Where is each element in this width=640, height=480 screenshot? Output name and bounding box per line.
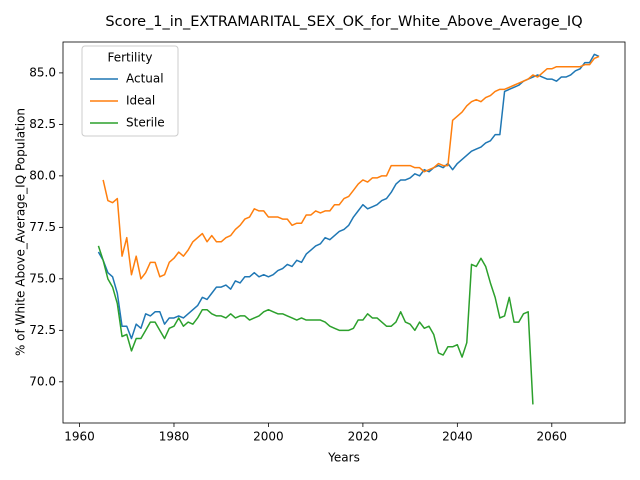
y-tick-label: 82.5 xyxy=(29,117,56,131)
y-tick-label: 75.0 xyxy=(29,271,56,285)
y-axis-label: % of White Above_Average_IQ Population xyxy=(14,108,28,356)
y-tick-label: 77.5 xyxy=(29,220,56,234)
x-tick-label: 2000 xyxy=(253,430,284,444)
line-series xyxy=(97,245,534,405)
y-tick-label: 70.0 xyxy=(29,374,56,388)
x-tick-label: 2040 xyxy=(442,430,473,444)
legend-label: Sterile xyxy=(126,116,165,130)
x-tick-label: 1980 xyxy=(159,430,190,444)
chart-title: Score_1_in_EXTRAMARITAL_SEX_OK_for_White… xyxy=(105,14,582,30)
legend-title: Fertility xyxy=(107,51,152,65)
plot-frame xyxy=(62,41,626,424)
x-tick-label: 1960 xyxy=(64,430,95,444)
line-series xyxy=(102,55,600,280)
line-series xyxy=(97,53,600,340)
legend-label: Actual xyxy=(126,72,164,86)
y-tick-label: 80.0 xyxy=(29,168,56,182)
legend-label: Ideal xyxy=(126,94,155,108)
y-tick-label: 85.0 xyxy=(29,65,56,79)
legend-box xyxy=(81,45,179,137)
x-axis-label: Years xyxy=(327,451,360,465)
y-tick-label: 72.5 xyxy=(29,323,56,337)
x-tick-label: 2060 xyxy=(537,430,568,444)
x-tick-label: 2020 xyxy=(348,430,379,444)
